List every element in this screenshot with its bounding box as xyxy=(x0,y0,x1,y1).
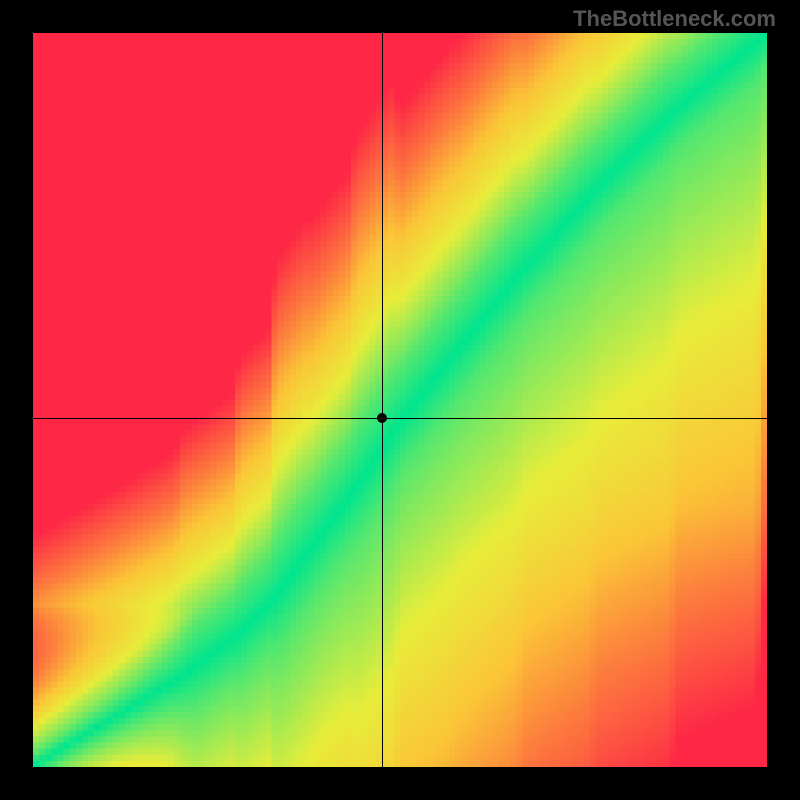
heatmap-plot xyxy=(33,33,767,767)
heatmap-canvas xyxy=(33,33,767,767)
watermark: TheBottleneck.com xyxy=(573,6,776,32)
crosshair-marker xyxy=(377,413,387,423)
crosshair-vertical xyxy=(382,33,383,767)
crosshair-horizontal xyxy=(33,418,767,419)
